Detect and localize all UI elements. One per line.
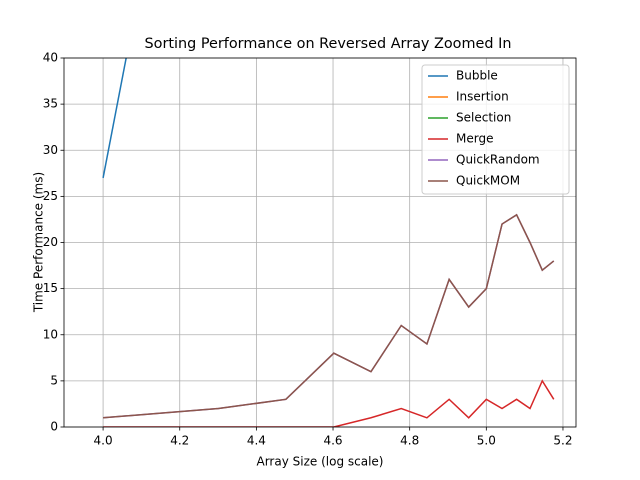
x-tick-label: 5.2	[553, 434, 572, 448]
legend-box	[421, 64, 570, 195]
y-tick-label: 20	[43, 235, 58, 249]
series-line	[103, 379, 555, 427]
legend-label: Insertion	[456, 90, 509, 104]
chart-title: Sorting Performance on Reversed Array Zo…	[145, 36, 512, 52]
y-tick-label: 0	[50, 420, 58, 434]
legend: Bubble Insertion Selection Merge QuickRandom…	[421, 64, 570, 195]
y-tick-label: 25	[43, 189, 58, 203]
x-tick-label: 4.2	[170, 434, 189, 448]
x-tick-label: 4.6	[323, 434, 342, 448]
y-tick-label: 35	[43, 97, 58, 111]
y-tick-label: 30	[43, 143, 58, 157]
legend-label: QuickMOM	[456, 174, 520, 188]
y-tick-label: 10	[43, 327, 58, 341]
x-tick-label: 4.8	[400, 434, 419, 448]
legend-label: Bubble	[456, 69, 498, 83]
y-tick-label: 5	[50, 373, 58, 387]
legend-label: QuickRandom	[456, 153, 540, 167]
y-tick-label: 15	[43, 281, 58, 295]
legend-label: Selection	[456, 111, 511, 125]
x-axis-label: Array Size (log scale)	[257, 455, 384, 469]
x-tick-label: 5.0	[477, 434, 496, 448]
series-line	[102, 58, 127, 179]
series-line	[103, 213, 555, 419]
x-tick-label: 4.0	[94, 434, 113, 448]
y-axis-label: Time Performance (ms)	[32, 172, 46, 313]
ticks: 4.0 4.2 4.4 4.6 4.8 5.0 5.2 0 5 10 15 20 25 30 35 40	[43, 51, 573, 448]
legend-label: Merge	[456, 132, 493, 146]
plot-area	[102, 58, 555, 427]
x-tick-label: 4.4	[247, 434, 266, 448]
y-tick-label: 40	[43, 51, 58, 65]
